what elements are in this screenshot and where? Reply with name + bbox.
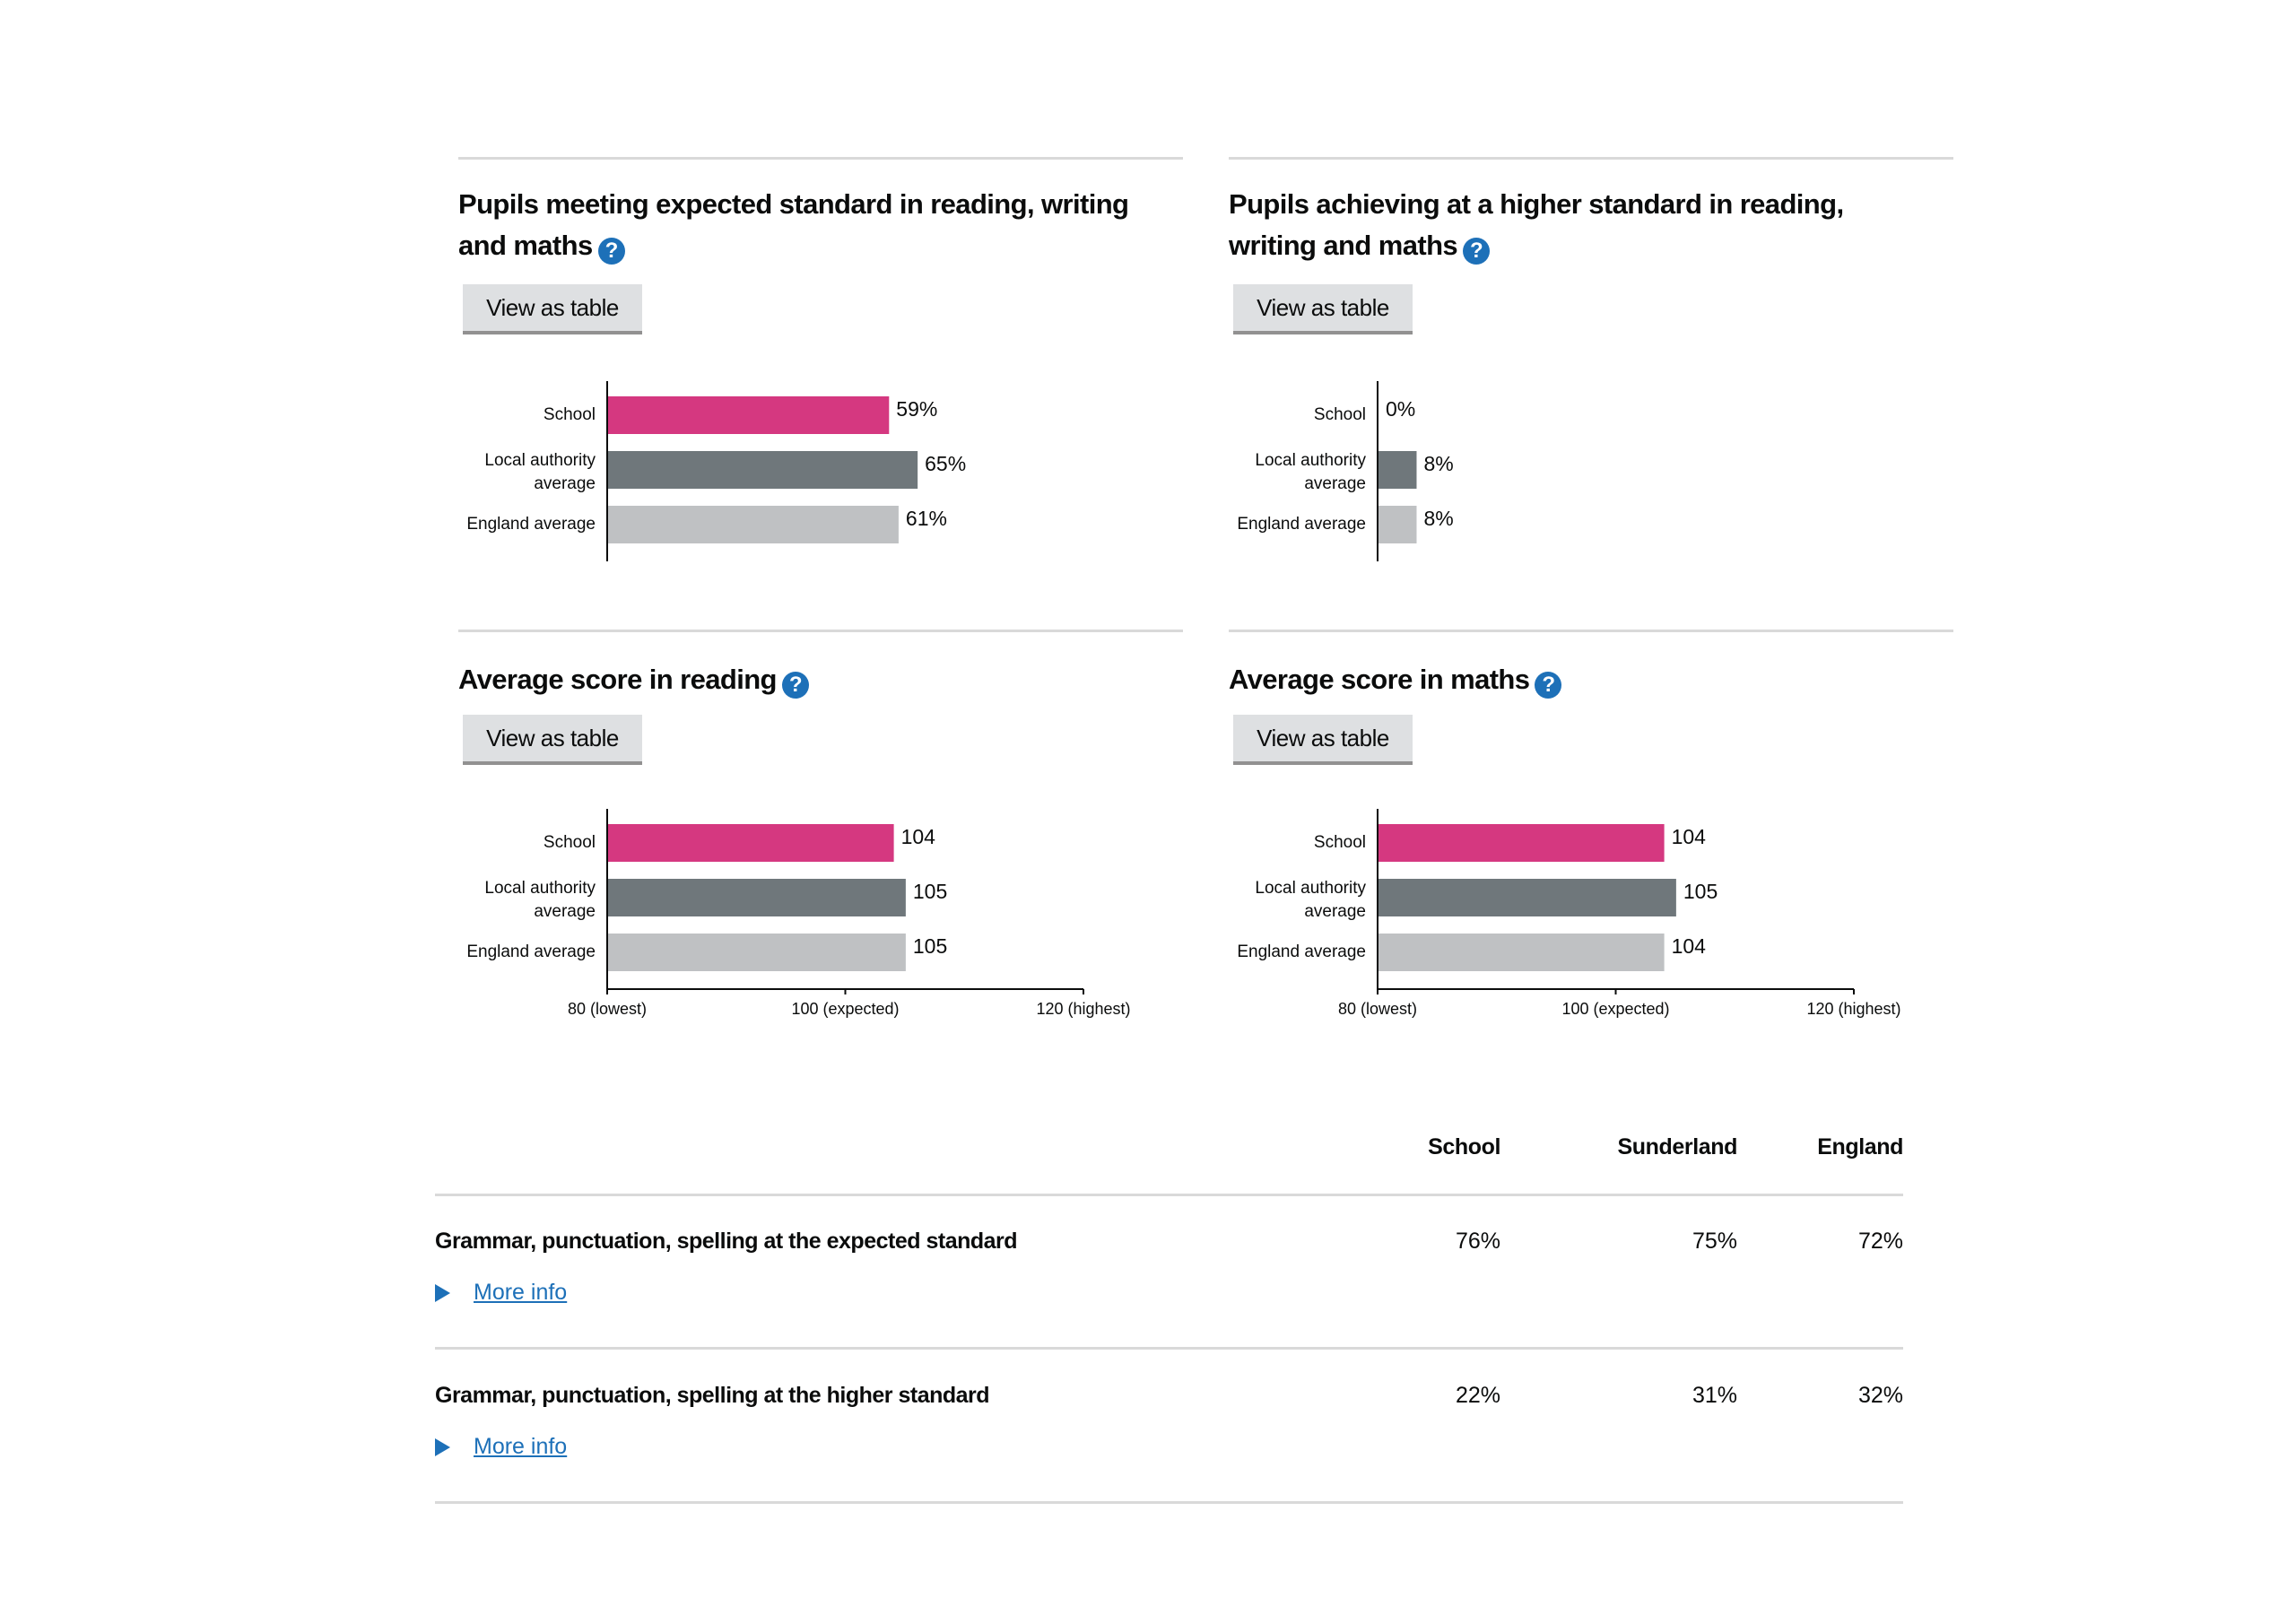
category-label: School <box>1314 833 1366 852</box>
cell-school: 76% <box>1455 1229 1500 1254</box>
category-label: School <box>544 405 596 424</box>
data-label: 61% <box>906 507 947 530</box>
data-label: 8% <box>1423 452 1453 475</box>
bar-chart: 0% School 8% Local authority average 8% Englan… <box>1237 381 1454 561</box>
bar-england <box>608 934 906 971</box>
bar-england <box>1378 934 1665 971</box>
column-header-school: School <box>1428 1134 1500 1159</box>
x-tick-label: 80 (lowest) <box>1338 1000 1417 1018</box>
chart-title: Average score in maths? <box>1229 659 1937 700</box>
cell-england: 32% <box>1857 1383 1903 1408</box>
bar-england <box>1378 506 1417 543</box>
data-label: 105 <box>1683 880 1718 903</box>
data-label: 105 <box>913 934 947 958</box>
chart-title: Pupils meeting expected standard in read… <box>458 184 1167 266</box>
bar-chart: 104 School 105 Local authority average 105 Eng… <box>466 809 1131 1018</box>
cell-school: 22% <box>1455 1383 1500 1408</box>
section-divider <box>1229 157 1953 160</box>
chart-title-text: Pupils meeting expected standard in read… <box>458 188 1129 261</box>
cell-sunderland: 75% <box>1692 1229 1737 1254</box>
x-tick-label: 100 (expected) <box>1561 1000 1669 1018</box>
cell-sunderland: 31% <box>1692 1383 1737 1408</box>
category-label: School <box>544 833 596 852</box>
category-label: Local authority <box>1255 451 1366 470</box>
data-label: 104 <box>1672 825 1707 848</box>
category-label: average <box>1304 474 1366 493</box>
bar-school <box>608 396 890 434</box>
data-label: 59% <box>896 397 937 421</box>
bar-local-authority <box>1378 451 1417 489</box>
chart-title-text: Pupils achieving at a higher standard in… <box>1229 188 1844 261</box>
column-header-england: England <box>1817 1134 1903 1159</box>
category-label: England average <box>466 515 596 534</box>
data-label: 104 <box>1672 934 1707 958</box>
category-label: Local authority <box>484 451 596 470</box>
section-divider <box>458 157 1183 160</box>
x-tick-label: 100 (expected) <box>791 1000 899 1018</box>
bar-school <box>608 824 894 862</box>
bar-local-authority <box>608 451 918 489</box>
x-tick-label: 120 (highest) <box>1036 1000 1130 1018</box>
panel-expected-standard: Pupils meeting expected standard in read… <box>458 157 1183 623</box>
data-label: 0% <box>1386 397 1415 421</box>
category-label: Local authority <box>1255 879 1366 898</box>
bar-chart: 59% School 65% Local authority average 61% Eng… <box>466 381 966 561</box>
more-info-toggle[interactable]: More info <box>435 1434 567 1460</box>
column-header-sunderland: Sunderland <box>1617 1134 1737 1159</box>
triangle-right-icon <box>435 1283 450 1302</box>
more-info-link[interactable]: More info <box>474 1434 568 1459</box>
section-divider <box>1229 630 1953 632</box>
category-label: England average <box>466 942 596 961</box>
row-label: Grammar, punctuation, spelling at the hi… <box>435 1383 990 1408</box>
chart-title: Average score in reading? <box>458 659 1167 700</box>
category-label: England average <box>1237 515 1366 534</box>
question-circle-icon[interactable]: ? <box>781 672 809 699</box>
question-circle-icon[interactable]: ? <box>597 238 625 265</box>
data-label: 8% <box>1423 507 1453 530</box>
view-as-table-button[interactable]: View as table <box>1233 284 1413 334</box>
bar-local-authority <box>608 879 906 916</box>
more-info-toggle[interactable]: More info <box>435 1280 567 1306</box>
panel-maths-score: Average score in maths? View as table 10… <box>1229 630 1953 1051</box>
category-label: average <box>534 474 596 493</box>
chart-title-text: Average score in reading <box>458 664 777 695</box>
bar-local-authority <box>1378 879 1676 916</box>
panel-higher-standard: Pupils achieving at a higher standard in… <box>1229 157 1953 623</box>
row-label: Grammar, punctuation, spelling at the ex… <box>435 1229 1018 1254</box>
view-as-table-button[interactable]: View as table <box>463 715 642 765</box>
category-label: School <box>1314 405 1366 424</box>
data-label: 105 <box>913 880 947 903</box>
section-divider <box>458 630 1183 632</box>
view-as-table-button[interactable]: View as table <box>1233 715 1413 765</box>
category-label: average <box>1304 902 1366 921</box>
chart-title-text: Average score in maths <box>1229 664 1530 695</box>
view-as-table-button[interactable]: View as table <box>463 284 642 334</box>
table-divider <box>435 1194 1903 1196</box>
question-circle-icon[interactable]: ? <box>1463 238 1491 265</box>
table-divider <box>435 1501 1903 1504</box>
data-label: 104 <box>901 825 936 848</box>
table-divider <box>435 1347 1903 1350</box>
x-tick-label: 80 (lowest) <box>568 1000 647 1018</box>
panel-reading-score: Average score in reading? View as table … <box>458 630 1183 1051</box>
x-tick-label: 120 (highest) <box>1806 1000 1900 1018</box>
more-info-link[interactable]: More info <box>474 1280 568 1305</box>
bar-chart: 104 School 105 Local authority average 104 Eng… <box>1237 809 1901 1018</box>
category-label: Local authority <box>484 879 596 898</box>
bar-school <box>1378 824 1665 862</box>
category-label: average <box>534 902 596 921</box>
question-circle-icon[interactable]: ? <box>1535 672 1562 699</box>
chart-title: Pupils achieving at a higher standard in… <box>1229 184 1937 266</box>
bar-england <box>608 506 899 543</box>
data-label: 65% <box>925 452 966 475</box>
cell-england: 72% <box>1857 1229 1903 1254</box>
category-label: England average <box>1237 942 1366 961</box>
triangle-right-icon <box>435 1437 450 1456</box>
